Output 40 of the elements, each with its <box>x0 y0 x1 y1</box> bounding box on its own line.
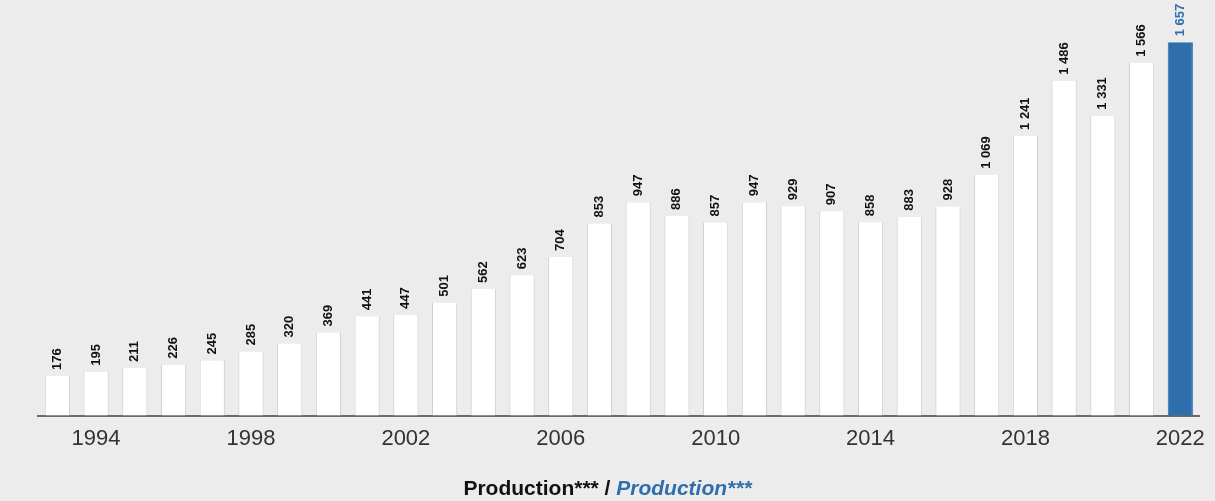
data-label: 1 241 <box>1017 97 1032 130</box>
data-label: 886 <box>668 188 684 210</box>
data-label: 857 <box>707 194 723 217</box>
data-label: 947 <box>629 174 645 197</box>
x-tick-label: 1998 <box>226 424 276 450</box>
data-label: 320 <box>281 315 297 338</box>
x-tick-label: 2002 <box>381 424 431 450</box>
data-label: 947 <box>745 174 761 197</box>
data-label: 1 486 <box>1055 42 1071 75</box>
x-tick-label: 1994 <box>71 424 121 450</box>
x-tick-label: 2014 <box>846 424 896 450</box>
data-label: 623 <box>513 247 529 270</box>
x-tick-label: 2010 <box>691 424 741 450</box>
data-label: 1 566 <box>1133 24 1149 57</box>
x-tick-label: 2018 <box>1000 424 1050 450</box>
data-label: 245 <box>203 332 219 355</box>
data-label: 369 <box>320 304 335 327</box>
data-label: 562 <box>474 261 490 283</box>
bar <box>1167 42 1193 416</box>
data-label: 1 069 <box>978 136 994 169</box>
data-label: 928 <box>939 178 955 201</box>
data-label: 907 <box>823 183 839 206</box>
data-label: 285 <box>242 323 258 346</box>
data-label: 211 <box>126 341 142 363</box>
data-label: 883 <box>900 188 916 211</box>
data-label: 1 331 <box>1094 77 1110 110</box>
data-label: 176 <box>48 348 64 370</box>
data-label: 858 <box>862 194 878 217</box>
text: Production*** / Production*** <box>463 476 752 499</box>
data-label: 226 <box>165 336 181 359</box>
data-label: 853 <box>591 195 607 218</box>
x-tick-label: 2022 <box>1155 424 1205 450</box>
data-label: 501 <box>436 275 452 297</box>
data-label: 929 <box>784 178 800 201</box>
x-tick-label: 2006 <box>536 424 586 450</box>
data-label: 1 657 <box>1171 3 1187 37</box>
data-label: 441 <box>358 288 374 311</box>
data-label: 195 <box>87 343 103 366</box>
data-label: 447 <box>397 287 413 309</box>
data-label: 704 <box>552 228 568 251</box>
